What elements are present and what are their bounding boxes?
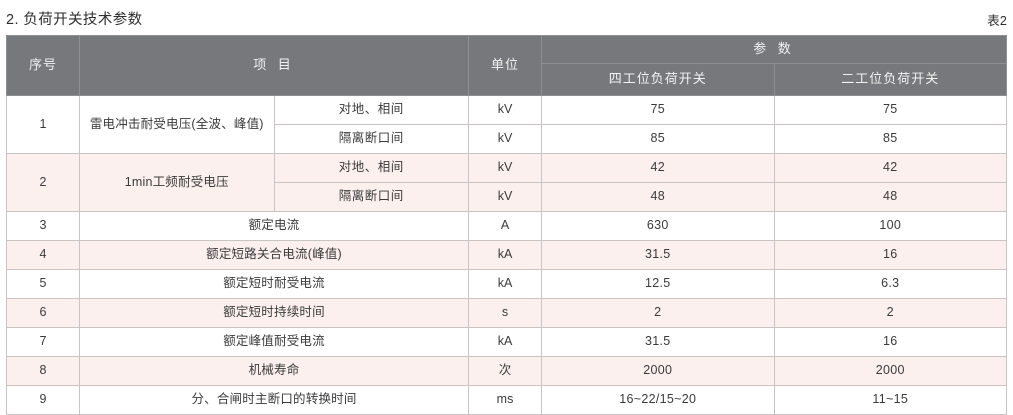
column-header-seq: 序号 xyxy=(6,35,80,96)
cell-value-two-position: 6.3 xyxy=(773,269,1007,299)
table-row: 6 额定短时持续时间 s 2 2 xyxy=(6,298,1007,328)
spec-table-wrapper: 序号 项 目 单位 参 数 四工位负荷开关 二工位负荷开关 1 雷电冲击耐受电压… xyxy=(6,35,1007,415)
table-header-row-2: 四工位负荷开关 二工位负荷开关 xyxy=(7,63,1007,96)
cell-value-two-position: 2 xyxy=(773,298,1007,328)
table-row: 隔离断口间 kV 48 48 xyxy=(7,182,1007,212)
column-header-parameter-group: 参 数 xyxy=(541,35,1007,64)
table-body: 1 雷电冲击耐受电压(全波、峰值) 对地、相间 kV 75 75 隔离断口间 k… xyxy=(6,95,1007,415)
cell-value-four-position: 75 xyxy=(541,95,775,125)
table-number-label: 表2 xyxy=(987,14,1007,28)
cell-item: 额定电流 xyxy=(79,211,469,241)
cell-unit: kV xyxy=(468,124,542,154)
cell-seq: 3 xyxy=(6,211,80,241)
table-row: 9 分、合闸时主断口的转换时间 ms 16~22/15~20 11~15 xyxy=(6,385,1007,415)
cell-seq: 5 xyxy=(6,269,80,299)
cell-seq: 8 xyxy=(6,356,80,386)
table-row: 隔离断口间 kV 85 85 xyxy=(7,124,1007,154)
cell-item: 额定短时耐受电流 xyxy=(79,269,469,299)
page-title: 2. 负荷开关技术参数 xyxy=(6,12,143,28)
cell-unit: kA xyxy=(468,327,542,357)
cell-subitem: 对地、相间 xyxy=(273,153,469,183)
table-header-row-1: 序号 项 目 单位 参 数 xyxy=(6,35,1007,96)
cell-unit: kV xyxy=(468,95,542,125)
spec-table: 序号 项 目 单位 参 数 四工位负荷开关 二工位负荷开关 1 雷电冲击耐受电压… xyxy=(6,35,1007,415)
cell-value-two-position: 75 xyxy=(773,95,1007,125)
cell-item: 雷电冲击耐受电压(全波、峰值) xyxy=(79,95,275,154)
cell-value-four-position: 48 xyxy=(541,182,775,212)
cell-value-four-position: 630 xyxy=(541,211,775,241)
cell-unit: ms xyxy=(468,385,542,415)
cell-subitem: 对地、相间 xyxy=(273,95,469,125)
table-row: 5 额定短时耐受电流 kA 12.5 6.3 xyxy=(6,269,1007,299)
cell-seq: 1 xyxy=(6,95,80,154)
cell-item: 1min工频耐受电压 xyxy=(79,153,275,212)
cell-item: 分、合闸时主断口的转换时间 xyxy=(79,385,469,415)
cell-value-four-position: 12.5 xyxy=(541,269,775,299)
table-row: 2 1min工频耐受电压 对地、相间 kV 42 42 xyxy=(6,153,1007,212)
cell-value-two-position: 100 xyxy=(773,211,1007,241)
cell-value-four-position: 16~22/15~20 xyxy=(541,385,775,415)
cell-value-two-position: 16 xyxy=(773,240,1007,270)
cell-value-four-position: 31.5 xyxy=(541,240,775,270)
cell-unit: 次 xyxy=(468,356,542,386)
cell-seq: 9 xyxy=(6,385,80,415)
cell-item: 机械寿命 xyxy=(79,356,469,386)
title-row: 2. 负荷开关技术参数 表2 xyxy=(0,0,1013,36)
cell-item: 额定短路关合电流(峰值) xyxy=(79,240,469,270)
cell-value-four-position: 2 xyxy=(541,298,775,328)
table-row: 8 机械寿命 次 2000 2000 xyxy=(6,356,1007,386)
column-header-item: 项 目 xyxy=(79,35,469,96)
cell-value-four-position: 85 xyxy=(541,124,775,154)
table-row: 1 雷电冲击耐受电压(全波、峰值) 对地、相间 kV 75 75 xyxy=(6,95,1007,154)
cell-value-two-position: 2000 xyxy=(773,356,1007,386)
column-header-param-four-position: 四工位负荷开关 xyxy=(541,63,775,96)
table-header: 序号 项 目 单位 参 数 四工位负荷开关 二工位负荷开关 xyxy=(6,35,1007,96)
cell-seq: 7 xyxy=(6,327,80,357)
column-header-param-two-position: 二工位负荷开关 xyxy=(773,63,1007,96)
cell-value-two-position: 42 xyxy=(773,153,1007,183)
table-row: 4 额定短路关合电流(峰值) kA 31.5 16 xyxy=(6,240,1007,270)
cell-value-four-position: 42 xyxy=(541,153,775,183)
cell-value-four-position: 2000 xyxy=(541,356,775,386)
cell-unit: kV xyxy=(468,182,542,212)
cell-value-four-position: 31.5 xyxy=(541,327,775,357)
cell-value-two-position: 85 xyxy=(773,124,1007,154)
cell-subitem: 隔离断口间 xyxy=(273,182,469,212)
cell-unit: kA xyxy=(468,269,542,299)
cell-value-two-position: 11~15 xyxy=(773,385,1007,415)
cell-value-two-position: 48 xyxy=(773,182,1007,212)
cell-unit: s xyxy=(468,298,542,328)
cell-unit: A xyxy=(468,211,542,241)
cell-item: 额定峰值耐受电流 xyxy=(79,327,469,357)
cell-seq: 6 xyxy=(6,298,80,328)
cell-unit: kA xyxy=(468,240,542,270)
cell-unit: kV xyxy=(468,153,542,183)
table-row: 7 额定峰值耐受电流 kA 31.5 16 xyxy=(6,327,1007,357)
table-row: 3 额定电流 A 630 100 xyxy=(6,211,1007,241)
cell-seq: 4 xyxy=(6,240,80,270)
cell-value-two-position: 16 xyxy=(773,327,1007,357)
cell-subitem: 隔离断口间 xyxy=(273,124,469,154)
cell-seq: 2 xyxy=(6,153,80,212)
column-header-unit: 单位 xyxy=(468,35,542,96)
cell-item: 额定短时持续时间 xyxy=(79,298,469,328)
